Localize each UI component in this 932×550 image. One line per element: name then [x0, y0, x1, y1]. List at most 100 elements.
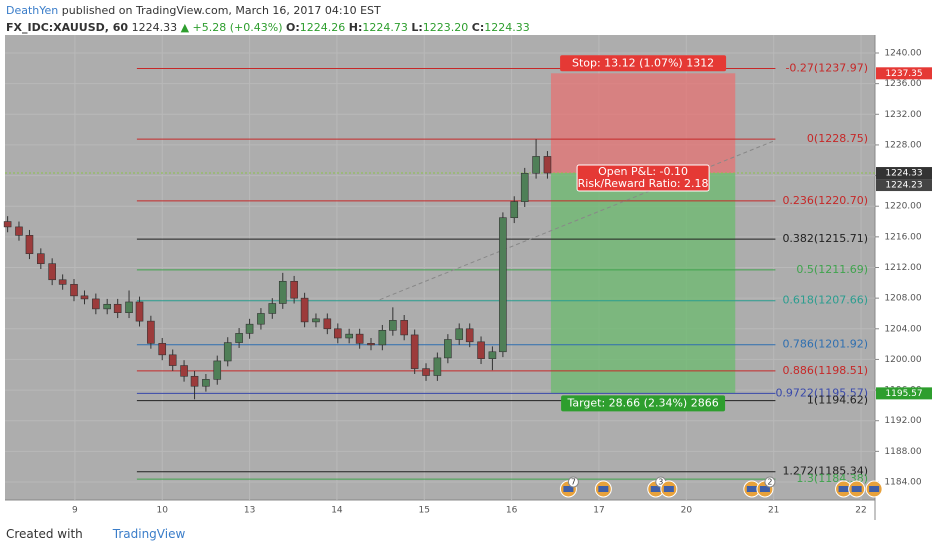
candle-body [168, 354, 177, 366]
candle-body [323, 318, 332, 330]
y-tick-label: 1232.00 [884, 110, 921, 120]
published: published on TradingView.com, March 16, … [61, 4, 381, 17]
x-tick-label: 15 [419, 506, 430, 516]
brand[interactable]: TradingView [112, 527, 186, 541]
event-count: 3 [658, 478, 663, 487]
value: 1224.73 [362, 21, 408, 34]
candle-body [510, 201, 519, 219]
candle-body [147, 320, 155, 344]
candle-body [300, 297, 309, 323]
candle-body [455, 328, 464, 340]
price-tag-label: 1195.57 [885, 389, 922, 399]
author[interactable]: DeathYen [6, 4, 59, 17]
candle-body [213, 360, 222, 380]
x-tick-label: 20 [681, 506, 693, 516]
candle-body [367, 343, 375, 346]
fib-label: 0.382(1215.71) [782, 232, 868, 245]
price-tag-label: 1224.23 [885, 181, 922, 191]
fib-label: 0.618(1207.66) [782, 294, 868, 307]
candle-body [25, 235, 34, 255]
candle-body [477, 341, 485, 359]
value: 1224.26 [299, 21, 346, 34]
created: Created with [6, 527, 83, 541]
x-tick-label: 21 [768, 506, 779, 516]
event-count: 2 [767, 478, 772, 487]
stop-label: Stop: 13.12 (1.07%) 1312 [572, 56, 714, 69]
candle-body [290, 280, 298, 299]
event-flag [851, 486, 862, 492]
x-tick-label: 16 [506, 506, 518, 516]
price-tag [876, 387, 932, 400]
candle-body [499, 217, 507, 353]
price-axis [875, 35, 932, 520]
fib-label: 0.236(1220.70) [782, 194, 868, 207]
candle-body [235, 333, 243, 343]
event-flag [746, 486, 757, 492]
candle-body [70, 284, 78, 297]
candle-body [410, 334, 419, 369]
time-axis [5, 500, 875, 520]
candle-body [190, 375, 199, 387]
candle-body [202, 379, 210, 387]
candle-body [113, 303, 122, 313]
event-count-badge [567, 476, 579, 488]
candle-body [543, 156, 552, 174]
price-tag-label: 1224.33 [885, 169, 922, 179]
header-line: DeathYen published on TradingView.com, M… [6, 2, 530, 19]
x-tick-label: 17 [593, 506, 604, 516]
target-label-box [561, 395, 726, 412]
pnl-label: Open P&L: -0.10 [598, 165, 688, 178]
rr-label: Risk/Reward Ratio: 2.18 [578, 177, 709, 190]
target-label: Target: 28.66 (2.34%) 2866 [566, 396, 718, 409]
fib-label: 0.9722(1195.57) [775, 386, 868, 399]
pnl-box [576, 164, 710, 192]
y-tick-label: 1184.00 [884, 477, 921, 487]
event-flag [563, 486, 574, 492]
candle-body [257, 313, 265, 325]
change: ▲ +5.28 (+0.43%) [180, 21, 283, 34]
candle-body [3, 221, 12, 228]
footer: Created with TradingView [6, 527, 185, 541]
fib-label: 0(1228.75) [807, 132, 868, 145]
candle-body [37, 253, 45, 264]
y-tick-label: 1208.00 [884, 294, 921, 304]
x-tick-label: 22 [855, 506, 866, 516]
candle-body [389, 320, 397, 331]
label: C: [471, 21, 485, 34]
candle-body [444, 339, 452, 359]
event-flag [650, 486, 661, 492]
y-tick-label: 1240.00 [884, 49, 921, 59]
candle-body [532, 156, 540, 174]
candle-body [135, 301, 144, 322]
candle-body [223, 342, 232, 362]
price-tag [876, 179, 932, 192]
x-tick-label: 14 [331, 506, 343, 516]
candle-body [378, 330, 387, 346]
candle-body [433, 357, 442, 376]
event-flag [869, 486, 880, 492]
symbol: FX_IDC:XAUUSD, 60 [6, 21, 129, 34]
x-tick-label: 9 [72, 506, 78, 516]
fib-label: 0.886(1198.51) [782, 364, 868, 377]
candle-body [278, 280, 287, 304]
fib-label: -0.27(1237.97) [785, 62, 868, 75]
y-tick-label: 1192.00 [884, 416, 921, 426]
target-zone [550, 173, 736, 394]
trend-line [379, 139, 776, 301]
y-tick-label: 1200.00 [884, 355, 921, 365]
y-tick-label: 1216.00 [884, 232, 921, 242]
y-tick-label: 1204.00 [884, 324, 921, 334]
event-flag [838, 486, 849, 492]
event-flag [598, 486, 609, 492]
y-tick-label: 1228.00 [884, 140, 921, 150]
candle-body [58, 279, 67, 285]
candle-body [345, 333, 353, 339]
event-flag [759, 486, 770, 492]
stop-label-box [560, 55, 727, 72]
candle-body [180, 365, 188, 377]
candle-body [422, 368, 430, 376]
y-tick-label: 1188.00 [884, 447, 921, 457]
candle-body [80, 295, 89, 300]
fib-label: 1.3(1184.38) [796, 472, 868, 485]
label: L: [411, 21, 423, 34]
